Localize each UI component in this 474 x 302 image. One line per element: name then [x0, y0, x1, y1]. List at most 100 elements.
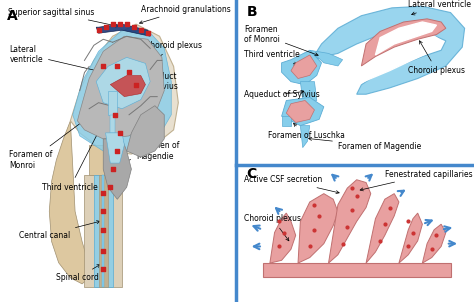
Text: Foramen of
Monroi: Foramen of Monroi — [9, 105, 105, 170]
Point — [428, 247, 436, 252]
Polygon shape — [110, 115, 115, 133]
Point — [130, 25, 137, 30]
Point — [310, 227, 318, 232]
Point — [315, 214, 323, 218]
Polygon shape — [328, 180, 371, 263]
Polygon shape — [70, 24, 178, 154]
Polygon shape — [96, 24, 150, 36]
Point — [433, 233, 440, 238]
Point — [111, 112, 119, 117]
Text: Foramen of Magendie: Foramen of Magendie — [309, 137, 421, 151]
Point — [109, 22, 117, 27]
Polygon shape — [77, 36, 164, 139]
Polygon shape — [356, 34, 441, 85]
Point — [100, 209, 107, 214]
Polygon shape — [263, 263, 450, 277]
Polygon shape — [89, 145, 117, 175]
Point — [100, 64, 107, 69]
Polygon shape — [49, 121, 89, 284]
Polygon shape — [94, 175, 113, 287]
Point — [404, 244, 412, 249]
Polygon shape — [108, 91, 117, 115]
Point — [353, 194, 360, 199]
Polygon shape — [399, 213, 422, 263]
Polygon shape — [375, 22, 437, 55]
Point — [137, 28, 145, 33]
Point — [409, 230, 417, 235]
Polygon shape — [286, 101, 314, 123]
Polygon shape — [127, 106, 164, 157]
Text: Lateral
ventricle: Lateral ventricle — [9, 45, 114, 76]
Point — [404, 219, 412, 224]
Point — [348, 208, 356, 213]
Point — [113, 149, 121, 153]
Point — [339, 241, 346, 246]
Point — [348, 186, 356, 191]
Point — [123, 22, 130, 27]
Text: Third ventricle: Third ventricle — [244, 50, 300, 65]
Polygon shape — [282, 97, 324, 126]
Point — [376, 239, 384, 243]
Point — [102, 25, 109, 30]
Polygon shape — [282, 50, 321, 85]
Polygon shape — [301, 82, 317, 101]
Point — [344, 225, 351, 230]
Polygon shape — [298, 194, 338, 263]
Text: Fenestrated capillaries: Fenestrated capillaries — [360, 170, 473, 191]
Polygon shape — [84, 175, 122, 287]
Polygon shape — [422, 224, 446, 263]
Text: Foramen of
Magendie: Foramen of Magendie — [123, 141, 180, 162]
Polygon shape — [103, 139, 131, 199]
Polygon shape — [310, 6, 465, 94]
Text: Aqueduct
of Sylvius: Aqueduct of Sylvius — [115, 72, 178, 124]
Point — [275, 244, 283, 249]
Text: Central canal: Central canal — [19, 221, 100, 240]
Text: A: A — [7, 9, 18, 23]
Polygon shape — [310, 50, 343, 66]
Text: Foramen
of Monroi: Foramen of Monroi — [244, 25, 318, 56]
Text: Lateral ventricle: Lateral ventricle — [408, 0, 471, 15]
Point — [280, 230, 288, 235]
Point — [125, 70, 133, 75]
Point — [132, 82, 140, 87]
Point — [310, 202, 318, 207]
Polygon shape — [301, 126, 310, 148]
Text: Superior sagittal sinus: Superior sagittal sinus — [9, 8, 118, 27]
Text: C: C — [246, 167, 256, 181]
Polygon shape — [73, 30, 171, 151]
Polygon shape — [96, 57, 150, 109]
Text: Choroid plexus: Choroid plexus — [134, 41, 202, 76]
Point — [95, 28, 102, 33]
Polygon shape — [270, 213, 296, 263]
Point — [100, 266, 107, 271]
Text: Spinal cord: Spinal cord — [56, 265, 100, 282]
Text: Aqueduct of Sylvius: Aqueduct of Sylvius — [244, 90, 320, 99]
Polygon shape — [106, 133, 124, 163]
Point — [306, 244, 314, 249]
Point — [109, 167, 117, 172]
Polygon shape — [110, 76, 146, 97]
Polygon shape — [366, 194, 399, 263]
Polygon shape — [361, 19, 446, 66]
Text: B: B — [246, 5, 257, 19]
Point — [381, 222, 389, 226]
Point — [386, 205, 393, 210]
Polygon shape — [291, 55, 317, 79]
Point — [113, 64, 121, 69]
Point — [107, 185, 114, 190]
Point — [100, 248, 107, 253]
Text: Choroid plexus: Choroid plexus — [244, 214, 301, 241]
Text: Choroid plexus: Choroid plexus — [408, 41, 465, 75]
Point — [144, 31, 152, 36]
Point — [275, 219, 283, 224]
Point — [100, 191, 107, 196]
Polygon shape — [282, 116, 291, 126]
Text: Arachnoid granulations: Arachnoid granulations — [139, 5, 230, 24]
Polygon shape — [102, 175, 104, 287]
Polygon shape — [99, 175, 108, 287]
Point — [116, 22, 123, 27]
Text: Active CSF secretion: Active CSF secretion — [244, 175, 339, 194]
Text: Third ventricle: Third ventricle — [42, 112, 109, 192]
Point — [100, 227, 107, 232]
Text: Foramen of Luschka: Foramen of Luschka — [267, 123, 345, 140]
